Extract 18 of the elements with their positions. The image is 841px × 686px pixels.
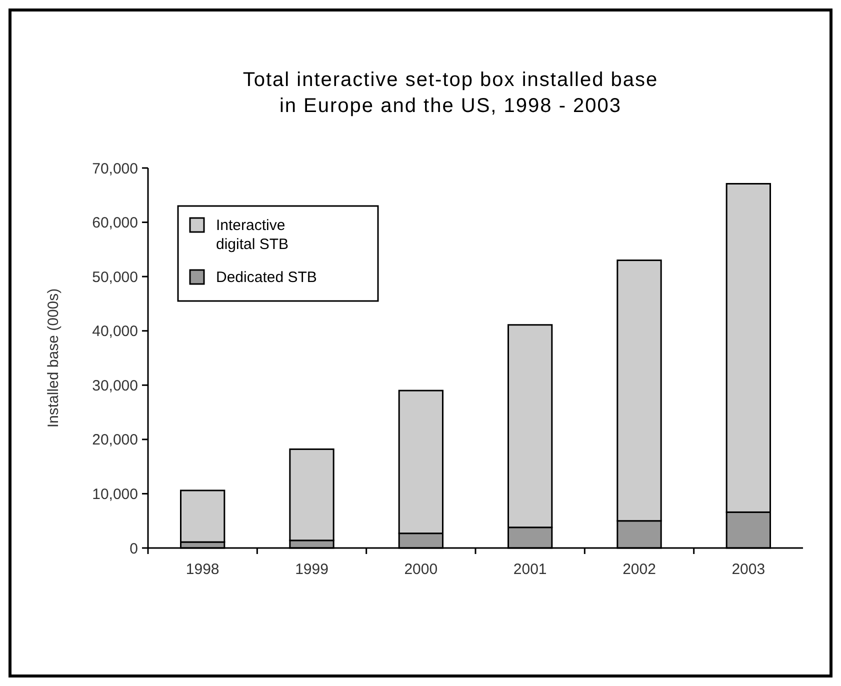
chart-title: Total interactive set-top box installed base in Europe and the US, 1998 - 2003 — [242, 69, 658, 117]
y-axis-title: Installed base (000s) — [45, 288, 62, 428]
y-tick-label: 30,000 — [92, 377, 138, 394]
legend-label: Interactive digital STB — [216, 217, 289, 253]
x-tick-label: 1998 — [186, 561, 220, 578]
y-tick-label: 60,000 — [92, 214, 138, 232]
y-tick-label: 20,000 — [92, 432, 138, 449]
x-tick-label: 2001 — [513, 561, 547, 578]
y-tick-label: 70,000 — [92, 160, 138, 178]
x-tick-label: 2002 — [622, 561, 656, 578]
y-tick-label: 40,000 — [92, 323, 138, 340]
y-tick-label: 10,000 — [92, 486, 138, 503]
y-tick-label: 50,000 — [92, 268, 138, 286]
x-tick-label: 2000 — [404, 561, 438, 578]
x-tick-label: 2003 — [732, 561, 766, 578]
y-tick-label: 0 — [130, 540, 138, 558]
x-tick-label: 1999 — [295, 561, 328, 578]
legend-label: Dedicated STB — [216, 269, 317, 286]
